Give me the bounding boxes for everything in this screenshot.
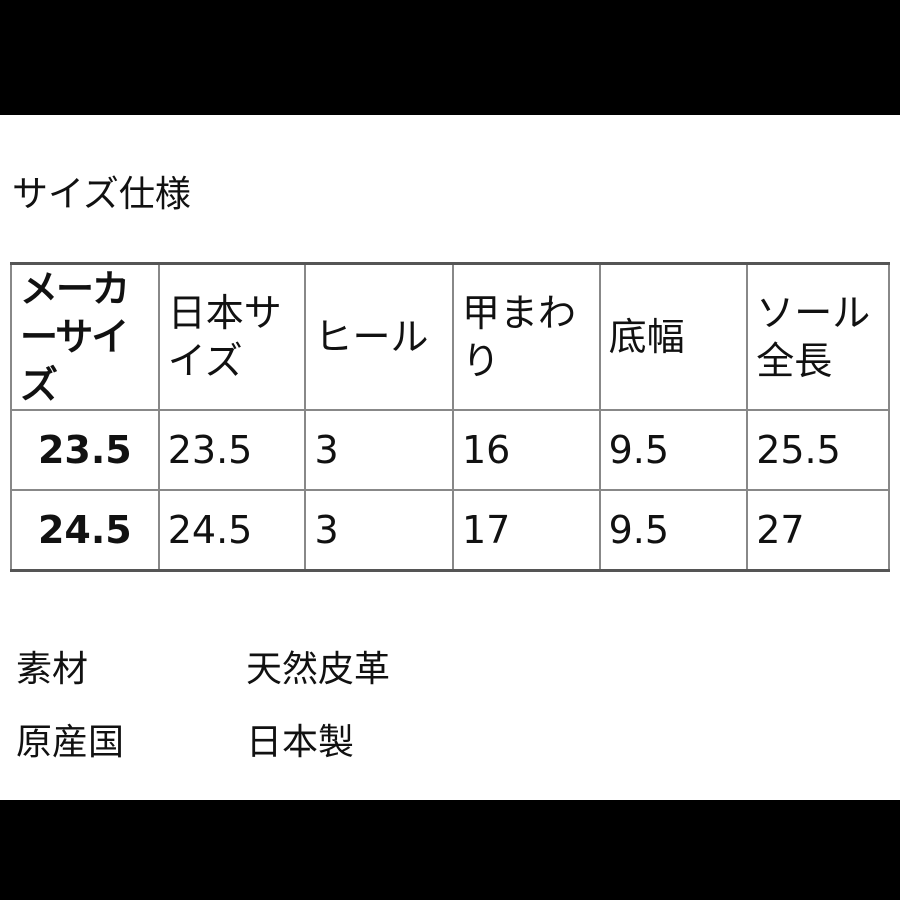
table-cell: 17 <box>452 489 601 572</box>
header-cell: 日本サイズ <box>157 262 307 411</box>
header-cell: 底幅 <box>598 262 749 411</box>
size-table: メーカーサイズ 日本サイズ ヒール 甲まわり 底幅 ソール全長 23.5 23.… <box>10 262 890 572</box>
origin-label: 原産国 <box>16 722 125 763</box>
table-cell: 9.5 <box>598 489 749 572</box>
material-label: 素材 <box>16 649 89 690</box>
table-header-row: メーカーサイズ 日本サイズ ヒール 甲まわり 底幅 ソール全長 <box>10 262 890 411</box>
content-area: サイズ仕様 メーカーサイズ 日本サイズ ヒール 甲まわり 底幅 ソール全長 23… <box>0 115 900 800</box>
origin-value: 日本製 <box>246 722 355 763</box>
table-cell: 3 <box>304 409 454 491</box>
table-cell: 23.5 <box>157 409 307 491</box>
table-cell: 9.5 <box>598 409 749 491</box>
header-cell: ソール全長 <box>746 262 890 411</box>
table-cell: 24.5 <box>157 489 307 572</box>
table-cell: 3 <box>304 489 454 572</box>
table-row: 23.5 23.5 3 16 9.5 25.5 <box>10 409 890 491</box>
header-cell: 甲まわり <box>452 262 601 411</box>
header-cell: メーカーサイズ <box>10 262 160 411</box>
page-title: サイズ仕様 <box>12 174 191 215</box>
table-cell: 24.5 <box>10 489 160 572</box>
table-cell: 27 <box>746 489 890 572</box>
table-row: 24.5 24.5 3 17 9.5 27 <box>10 489 890 572</box>
table-cell: 23.5 <box>10 409 160 491</box>
table-cell: 16 <box>452 409 601 491</box>
material-value: 天然皮革 <box>246 649 391 690</box>
header-cell: ヒール <box>304 262 454 411</box>
table-cell: 25.5 <box>746 409 890 491</box>
